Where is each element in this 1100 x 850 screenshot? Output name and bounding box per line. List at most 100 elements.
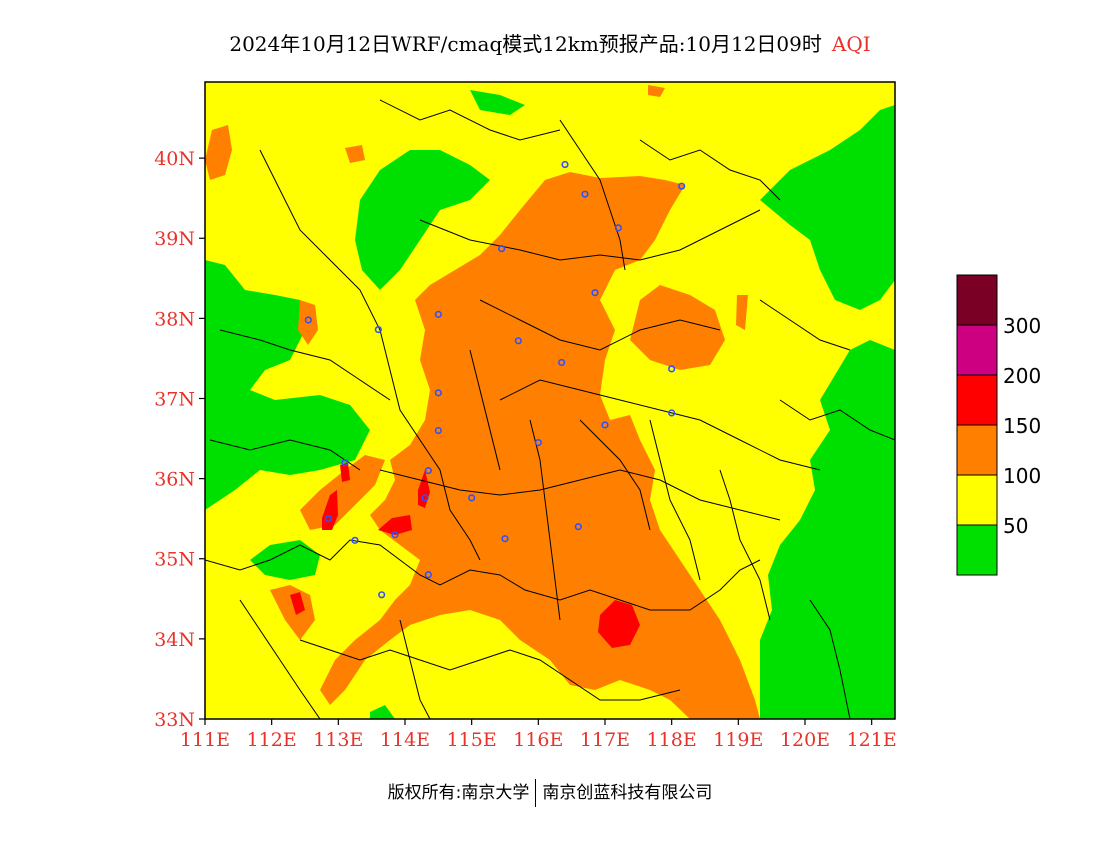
copyright-owner: 版权所有:南京大学 xyxy=(387,783,530,803)
lon-tick-label: 116E xyxy=(513,729,563,751)
aqi-region-good xyxy=(760,105,895,310)
aqi-region-good xyxy=(470,90,525,115)
province-boundary xyxy=(529,419,561,621)
province-boundary xyxy=(239,599,321,719)
province-boundary xyxy=(219,329,391,401)
province-boundary xyxy=(259,149,481,561)
longitude-axis: 111E 112E 113E 114E 115E 116E 117E 118E 119E 120E… xyxy=(180,719,897,751)
colorbar-swatch-moderate xyxy=(956,474,998,526)
map-title: 2024年10月12日WRF/cmaq模式12km预报产品:10月12日09时 A… xyxy=(0,28,1100,57)
city-marker xyxy=(558,358,566,367)
province-boundary xyxy=(379,469,781,521)
province-boundary xyxy=(469,349,501,471)
city-marker xyxy=(304,316,312,324)
colorbar-label: 50 xyxy=(1003,514,1028,538)
aqi-region-good xyxy=(760,340,895,719)
colorbar-label: 300 xyxy=(1003,314,1041,338)
admin-boundaries xyxy=(205,99,895,719)
lon-tick-label: 115E xyxy=(447,729,497,751)
city-marker xyxy=(424,467,432,475)
province-boundary xyxy=(779,399,895,441)
lat-tick-label: 34N xyxy=(154,629,195,651)
copyright-company: 南京创蓝科技有限公司 xyxy=(542,783,713,803)
province-boundary xyxy=(719,469,771,621)
province-boundary xyxy=(379,99,561,141)
colorbar-swatch-light xyxy=(956,424,998,476)
province-boundary xyxy=(299,639,681,701)
plot-frame xyxy=(204,81,896,720)
city-marker xyxy=(434,389,442,397)
colorbar: 50 100 150 200 300 xyxy=(956,274,1041,576)
city-marker xyxy=(574,523,582,531)
aqi-region-good xyxy=(370,705,395,719)
province-boundary xyxy=(639,139,781,201)
lon-tick-label: 117E xyxy=(580,729,630,751)
city-marker xyxy=(591,289,599,297)
province-boundary xyxy=(759,299,851,351)
city-marker xyxy=(614,224,622,232)
lon-tick-label: 119E xyxy=(713,729,763,751)
lon-tick-label: 118E xyxy=(647,729,697,751)
lon-tick-label: 121E xyxy=(847,729,897,751)
city-marker xyxy=(391,531,399,539)
colorbar-swatch-heavy xyxy=(956,374,998,426)
city-marker xyxy=(668,409,676,417)
lon-tick-label: 113E xyxy=(313,729,363,751)
aqi-region-light xyxy=(648,85,665,97)
aqi-region-good xyxy=(355,150,490,290)
colorbar-swatch-good xyxy=(956,524,998,576)
aqi-field xyxy=(205,82,895,719)
province-boundary xyxy=(479,299,721,351)
province-boundary xyxy=(579,419,651,531)
lat-tick-label: 35N xyxy=(154,549,195,571)
footer-separator xyxy=(535,779,537,807)
lat-tick-label: 37N xyxy=(154,388,195,410)
city-marker xyxy=(501,535,509,543)
aqi-region-heavy xyxy=(340,462,350,482)
colorbar-swatch-severe xyxy=(956,324,998,376)
city-marker xyxy=(514,337,522,345)
colorbar-label: 100 xyxy=(1003,464,1041,488)
aqi-region-light xyxy=(630,285,725,370)
city-marker xyxy=(668,365,676,373)
title-pollutant: AQI xyxy=(831,32,871,56)
city-marker xyxy=(581,190,589,198)
lon-tick-label: 114E xyxy=(380,729,430,751)
province-boundary xyxy=(419,209,761,261)
latitude-axis: 33N 34N 35N 36N 37N 38N 39N 40N xyxy=(154,148,205,731)
aqi-region-light xyxy=(300,455,385,530)
city-marker xyxy=(434,310,442,318)
city-marker xyxy=(498,245,506,253)
city-marker xyxy=(341,458,349,467)
city-marker xyxy=(424,571,432,579)
aqi-region-light xyxy=(736,295,748,330)
aqi-region-light xyxy=(205,125,232,180)
copyright-footer: 版权所有:南京大学 南京创蓝科技有限公司 xyxy=(0,778,1100,807)
lat-tick-label: 40N xyxy=(154,148,195,170)
city-marker xyxy=(324,515,332,523)
lon-tick-label: 111E xyxy=(180,729,230,751)
city-marker xyxy=(601,421,609,429)
province-boundary xyxy=(559,119,626,271)
city-marker xyxy=(378,591,386,599)
lat-tick-label: 39N xyxy=(154,228,195,250)
province-boundary xyxy=(649,419,701,581)
colorbar-label: 200 xyxy=(1003,364,1041,388)
aqi-region-good xyxy=(250,540,320,580)
aqi-region-light xyxy=(345,145,365,163)
city-marker xyxy=(561,160,569,169)
city-marker xyxy=(434,426,442,435)
lon-tick-label: 120E xyxy=(780,729,830,751)
province-boundary xyxy=(499,379,821,471)
colorbar-swatch-hazardous xyxy=(956,274,998,326)
aqi-region-heavy xyxy=(290,592,305,615)
province-boundary xyxy=(809,599,851,719)
province-boundary xyxy=(399,619,431,719)
province-boundary xyxy=(205,539,761,611)
aqi-region-heavy xyxy=(598,600,640,648)
aqi-region-heavy xyxy=(378,515,412,535)
city-marker xyxy=(351,536,359,544)
province-boundary xyxy=(209,439,361,471)
aqi-region-light xyxy=(270,585,315,640)
